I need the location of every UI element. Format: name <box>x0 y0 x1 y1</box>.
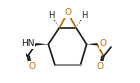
Text: O: O <box>64 8 71 17</box>
Text: O: O <box>100 39 107 48</box>
Polygon shape <box>87 43 97 45</box>
Text: H: H <box>81 11 88 20</box>
Text: HN: HN <box>21 39 34 48</box>
Polygon shape <box>36 43 48 45</box>
Text: H: H <box>48 11 54 20</box>
Text: O: O <box>96 62 103 71</box>
Text: O: O <box>28 62 35 71</box>
